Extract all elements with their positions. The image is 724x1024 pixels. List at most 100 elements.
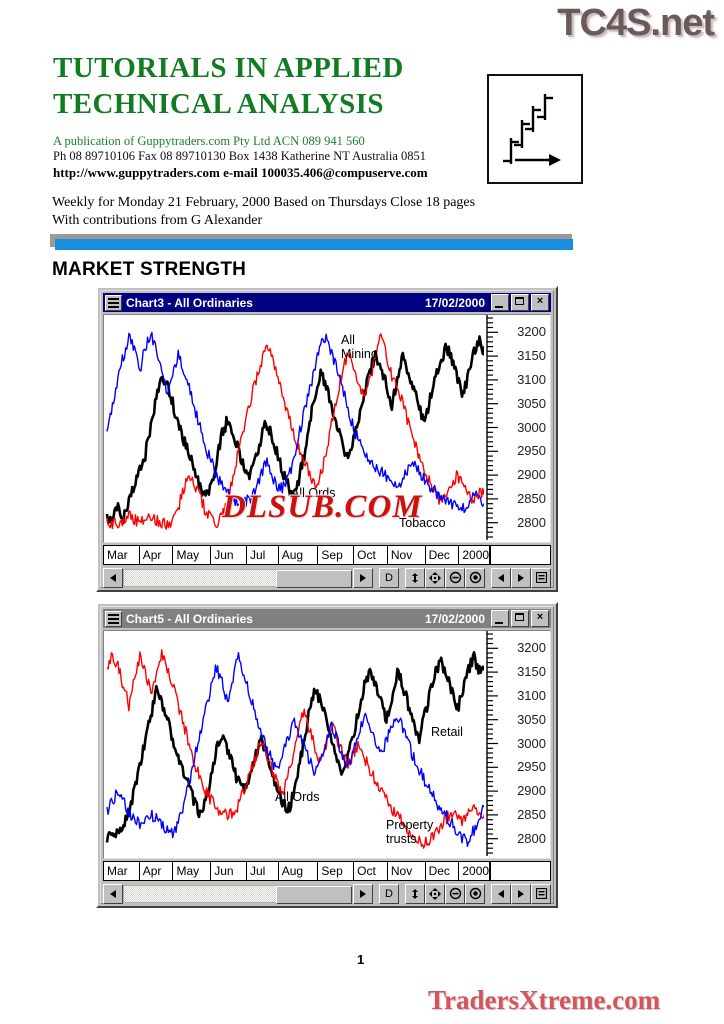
month-label[interactable]: Apr bbox=[140, 862, 174, 880]
zoom-in-icon[interactable] bbox=[465, 567, 485, 588]
month-label[interactable]: Jun bbox=[211, 546, 247, 564]
month-label[interactable]: 2000 bbox=[459, 862, 491, 880]
month-label[interactable]: Mar bbox=[104, 546, 140, 564]
step-back-icon[interactable] bbox=[491, 883, 511, 904]
watermark-dlsub: DLSUB.COM bbox=[221, 488, 423, 526]
month-label[interactable]: Jul bbox=[247, 546, 279, 564]
ytick-label: 3100 bbox=[517, 371, 546, 387]
maximize-button[interactable] bbox=[511, 610, 529, 627]
month-label[interactable]: 2000 bbox=[459, 546, 491, 564]
chart5-line-plot bbox=[105, 649, 487, 849]
month-label[interactable]: May bbox=[173, 546, 212, 564]
series-annotation: All Mining bbox=[341, 333, 378, 361]
series-annotation: Property trusts bbox=[386, 818, 434, 846]
month-label[interactable]: Sep bbox=[318, 546, 355, 564]
pan-move-icon[interactable] bbox=[425, 567, 445, 588]
series-annotation: Tobacco bbox=[399, 516, 446, 530]
zoom-in-icon[interactable] bbox=[465, 883, 485, 904]
month-axis-gutter bbox=[490, 862, 550, 880]
ytick-label: 3200 bbox=[517, 324, 546, 340]
vertical-resize-icon[interactable] bbox=[405, 567, 425, 588]
maximize-button[interactable] bbox=[511, 294, 529, 311]
month-label[interactable]: Aug bbox=[279, 546, 319, 564]
close-button[interactable]: × bbox=[531, 610, 549, 627]
window-date-chart3: 17/02/2000 bbox=[424, 295, 485, 310]
window-list-icon[interactable] bbox=[531, 567, 551, 588]
titlebar-chart3[interactable]: Chart3 - All Ordinaries 17/02/2000 × bbox=[103, 293, 551, 312]
series-line-all-ords bbox=[105, 335, 487, 525]
close-button[interactable]: × bbox=[531, 294, 549, 311]
ytick-label: 3150 bbox=[517, 348, 546, 364]
month-label[interactable]: May bbox=[173, 862, 212, 880]
contact-line: Ph 08 89710106 Fax 08 89710130 Box 1438 … bbox=[53, 149, 427, 163]
chart3-price-axis: 3200 3150 3100 3050 3000 2950 2900 2850 2800 bbox=[484, 315, 550, 542]
ytick-label: 3100 bbox=[517, 687, 546, 703]
chart5-month-axis[interactable]: Mar Apr May Jun Jul Aug Sep Oct Nov Dec 2000 bbox=[103, 861, 551, 881]
watermark-tradersxtreme: TradersXtreme.com bbox=[427, 984, 661, 1016]
scroll-left-icon[interactable] bbox=[103, 883, 123, 904]
ytick-label: 2950 bbox=[517, 443, 546, 459]
month-label[interactable]: Jul bbox=[247, 862, 279, 880]
bar-chart-arrow-glyph bbox=[503, 94, 561, 166]
minimize-button[interactable] bbox=[491, 610, 509, 627]
divider-blue-bar bbox=[55, 239, 573, 250]
titlebar-chart5[interactable]: Chart5 - All Ordinaries 17/02/2000 × bbox=[103, 609, 551, 628]
month-label[interactable]: Apr bbox=[140, 546, 174, 564]
series-line-all-mining bbox=[106, 333, 486, 530]
page-title-line-1: TUTORIALS IN APPLIED bbox=[53, 52, 404, 84]
publisher-line: A publication of Guppytraders.com Pty Lt… bbox=[53, 134, 365, 148]
ytick-label: 3050 bbox=[517, 711, 546, 727]
chart3-month-axis[interactable]: Mar Apr May Jun Jul Aug Sep Oct Nov Dec 2000 bbox=[103, 545, 551, 565]
page-title-line-2: TECHNICAL ANALYSIS bbox=[53, 88, 384, 120]
step-forward-icon[interactable] bbox=[511, 883, 531, 904]
month-label[interactable]: Jun bbox=[211, 862, 247, 880]
ytick-label: 3150 bbox=[517, 664, 546, 680]
ytick-label: 3000 bbox=[517, 735, 546, 751]
system-menu-icon[interactable] bbox=[105, 294, 122, 311]
month-label[interactable]: Nov bbox=[388, 862, 426, 880]
scrollbar-thumb[interactable] bbox=[276, 885, 352, 904]
tc4s-site-logo: TC4S.net bbox=[557, 2, 715, 44]
scroll-right-icon[interactable] bbox=[353, 883, 373, 904]
month-label[interactable]: Oct bbox=[354, 862, 388, 880]
ytick-label: 2900 bbox=[517, 467, 546, 483]
arrow-head-icon bbox=[549, 154, 561, 166]
month-label[interactable]: Nov bbox=[388, 546, 426, 564]
minimize-button[interactable] bbox=[491, 294, 509, 311]
month-label[interactable]: Oct bbox=[354, 546, 388, 564]
chart-window-chart3[interactable]: Chart3 - All Ordinaries 17/02/2000 × 320… bbox=[96, 286, 558, 592]
month-axis-gutter bbox=[490, 546, 550, 564]
zoom-out-icon[interactable] bbox=[445, 883, 465, 904]
system-menu-icon[interactable] bbox=[105, 610, 122, 627]
step-back-icon[interactable] bbox=[491, 567, 511, 588]
step-forward-icon[interactable] bbox=[511, 567, 531, 588]
chart5-plot-area[interactable]: 3200 3150 3100 3050 3000 2950 2900 2850 2800 Ret… bbox=[103, 630, 551, 859]
chart-window-chart5[interactable]: Chart5 - All Ordinaries 17/02/2000 × 320… bbox=[96, 602, 558, 908]
window-title-chart3: Chart3 - All Ordinaries bbox=[126, 295, 253, 310]
issue-line-1: Weekly for Monday 21 February, 2000 Base… bbox=[52, 195, 476, 210]
chart3-plot-area[interactable]: 3200 3150 3100 3050 3000 2950 2900 2850 2800 All… bbox=[103, 314, 551, 543]
month-label[interactable]: Aug bbox=[279, 862, 319, 880]
vertical-resize-icon[interactable] bbox=[405, 883, 425, 904]
scroll-right-icon[interactable] bbox=[353, 567, 373, 588]
d-button[interactable]: D bbox=[379, 883, 399, 904]
series-annotation: All Ords bbox=[291, 486, 336, 500]
pan-move-icon[interactable] bbox=[425, 883, 445, 904]
ytick-label: 2850 bbox=[517, 490, 546, 506]
scroll-left-icon[interactable] bbox=[103, 567, 123, 588]
chart3-line-plot bbox=[105, 331, 487, 530]
zoom-out-icon[interactable] bbox=[445, 567, 465, 588]
scrollbar-thumb[interactable] bbox=[276, 569, 352, 588]
series-line-all-ords bbox=[105, 651, 487, 843]
month-label[interactable]: Dec bbox=[426, 862, 460, 880]
horizontal-scrollbar[interactable] bbox=[123, 568, 353, 588]
chart5-axis-ticks bbox=[486, 631, 498, 856]
month-label[interactable]: Dec bbox=[426, 546, 460, 564]
ytick-label: 2800 bbox=[517, 830, 546, 846]
ytick-label: 2900 bbox=[517, 783, 546, 799]
d-button[interactable]: D bbox=[379, 567, 399, 588]
month-label[interactable]: Sep bbox=[318, 862, 355, 880]
month-label[interactable]: Mar bbox=[104, 862, 140, 880]
horizontal-scrollbar[interactable] bbox=[123, 884, 353, 904]
window-list-icon[interactable] bbox=[531, 883, 551, 904]
